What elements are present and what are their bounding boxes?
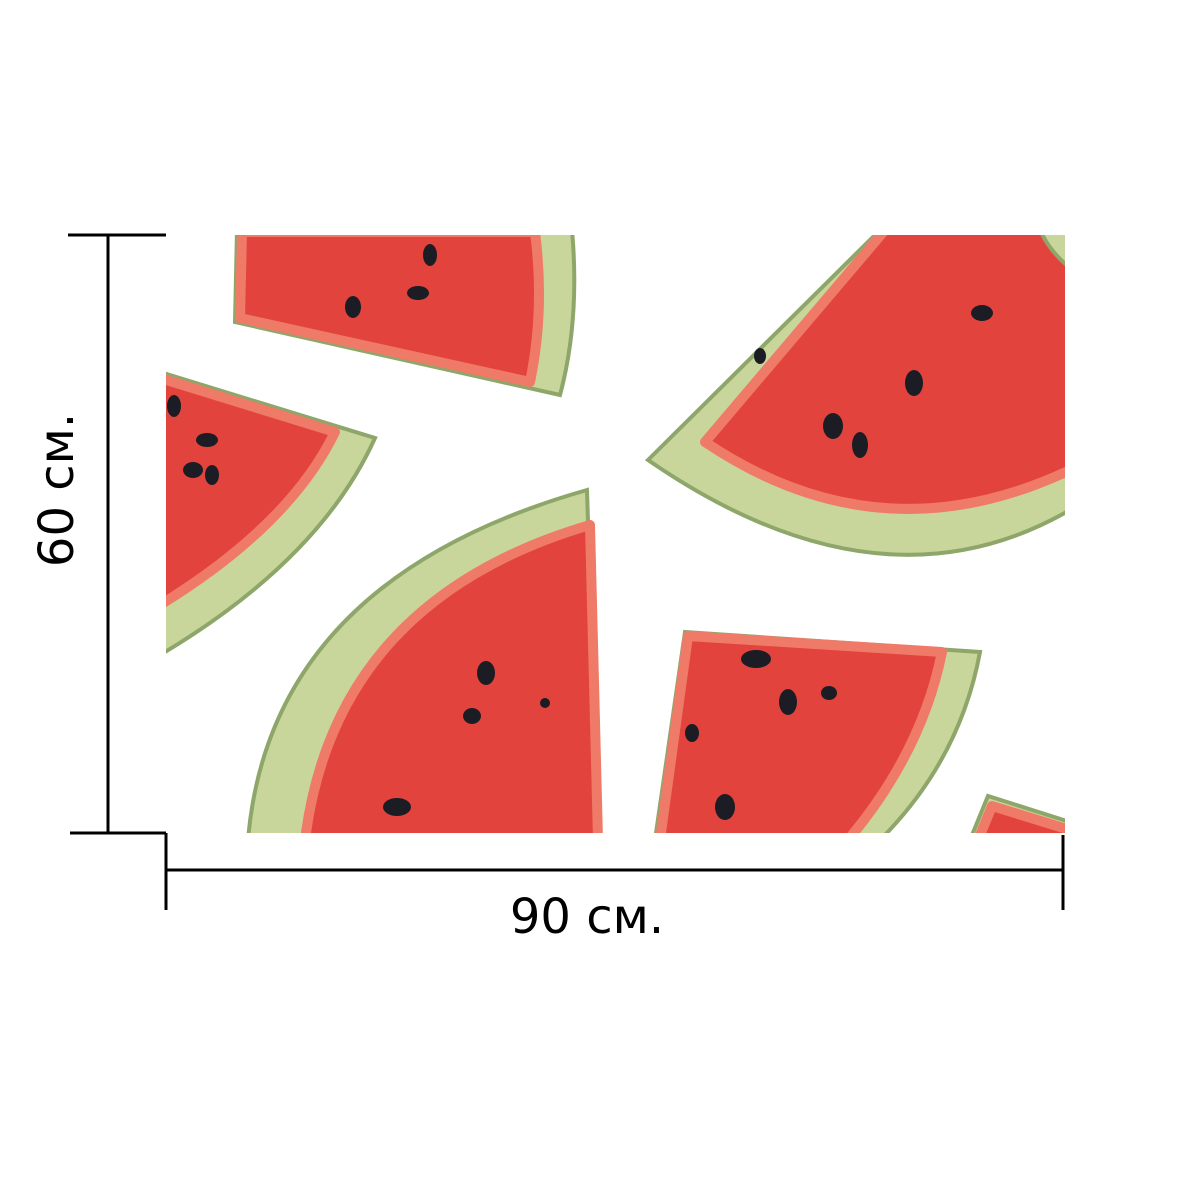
dimension-lines bbox=[68, 233, 1065, 910]
slice bbox=[644, 235, 1065, 557]
slice bbox=[970, 235, 1065, 833]
slice bbox=[232, 235, 577, 398]
width-label: 90 см. bbox=[510, 889, 664, 945]
watermelon-pattern bbox=[166, 235, 1065, 833]
slice bbox=[246, 487, 603, 833]
slice bbox=[653, 629, 983, 833]
slice bbox=[166, 371, 378, 654]
height-label: 60 см. bbox=[29, 413, 85, 567]
